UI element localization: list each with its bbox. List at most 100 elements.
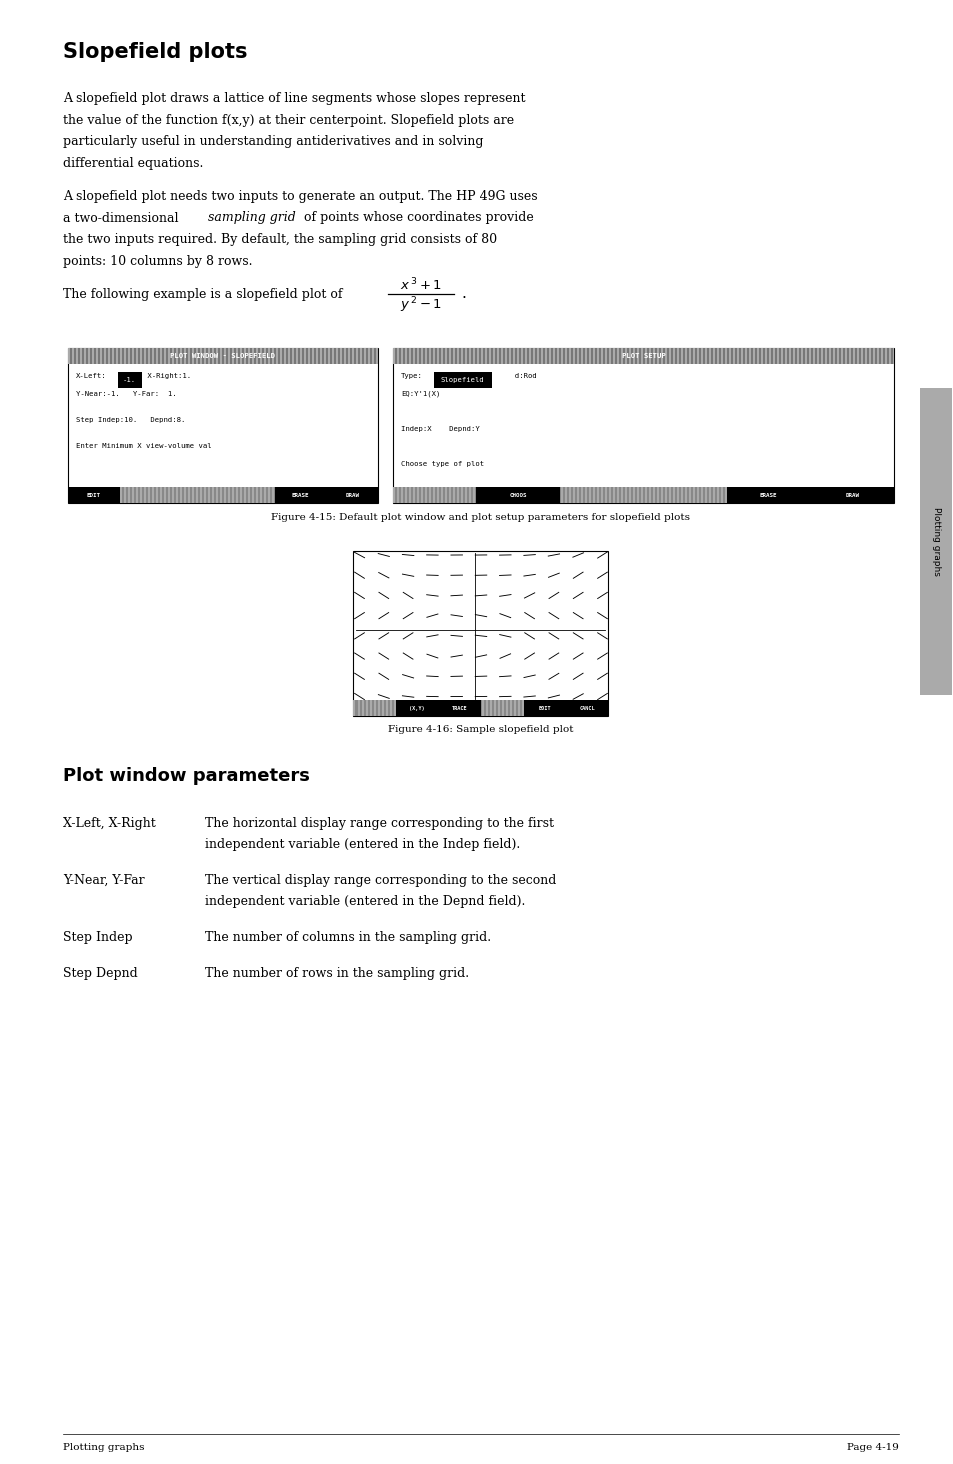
Bar [413, 348, 415, 365]
Bar [284, 348, 286, 365]
Bar [644, 488, 646, 504]
Bar [332, 488, 334, 504]
Bar [235, 348, 237, 365]
Bar [473, 488, 475, 504]
Bar [740, 348, 742, 365]
Bar [726, 488, 810, 504]
Bar [577, 488, 578, 504]
Bar [441, 700, 443, 716]
Bar [480, 488, 482, 504]
Bar [564, 348, 566, 365]
Bar [444, 348, 447, 365]
Bar [737, 488, 739, 504]
Bar [168, 348, 170, 365]
Bar [299, 488, 302, 504]
Bar [477, 700, 479, 716]
Bar [513, 488, 515, 504]
Bar [480, 348, 482, 365]
Bar [405, 348, 407, 365]
Bar [355, 488, 357, 504]
Bar [424, 348, 427, 365]
Bar [544, 348, 546, 365]
Text: X-Right:1.: X-Right:1. [143, 373, 191, 379]
Bar [485, 700, 487, 716]
Bar [152, 348, 153, 365]
Bar [880, 488, 882, 504]
Bar [104, 348, 106, 365]
Bar [648, 488, 650, 504]
Bar [315, 488, 317, 504]
Bar [476, 348, 478, 365]
Bar [677, 488, 679, 504]
Bar [677, 348, 679, 365]
Bar [768, 348, 770, 365]
Bar [537, 348, 538, 365]
Bar [352, 488, 354, 504]
Bar [597, 348, 598, 365]
Bar [476, 488, 559, 504]
Bar [672, 348, 675, 365]
Bar [884, 488, 886, 504]
Bar [436, 348, 438, 365]
Bar [132, 488, 133, 504]
Bar [768, 488, 770, 504]
Bar [844, 348, 846, 365]
Bar [71, 488, 74, 504]
Bar [732, 488, 734, 504]
Bar [565, 700, 608, 716]
Bar [757, 348, 759, 365]
Bar [284, 488, 286, 504]
Bar [613, 348, 615, 365]
Bar [633, 488, 635, 504]
Bar [577, 700, 578, 716]
Bar [657, 348, 659, 365]
Bar [396, 488, 398, 504]
Bar [525, 700, 527, 716]
Bar [68, 488, 119, 504]
Bar [220, 348, 222, 365]
Bar [573, 348, 575, 365]
Bar [405, 700, 407, 716]
Bar [124, 488, 126, 504]
Bar [517, 488, 518, 504]
Bar [96, 348, 98, 365]
Bar [828, 488, 830, 504]
Bar [453, 348, 455, 365]
Bar [888, 348, 890, 365]
Bar [355, 348, 357, 365]
Bar [348, 488, 350, 504]
Bar [856, 488, 858, 504]
Bar [248, 348, 250, 365]
Bar [781, 348, 782, 365]
Bar [584, 488, 586, 504]
Bar [521, 700, 523, 716]
Bar [335, 488, 337, 504]
Bar [449, 348, 451, 365]
Bar [541, 700, 543, 716]
Bar [708, 488, 710, 504]
Text: independent variable (entered in the Indep field).: independent variable (entered in the Ind… [205, 839, 519, 852]
Bar [195, 348, 198, 365]
Bar [160, 348, 162, 365]
Bar [416, 348, 418, 365]
Bar [752, 348, 754, 365]
Text: Type:: Type: [400, 373, 422, 379]
Bar [888, 488, 890, 504]
Bar [308, 348, 310, 365]
Bar [76, 348, 78, 365]
Bar [544, 488, 546, 504]
Bar [393, 348, 395, 365]
Text: X-Left, X-Right: X-Left, X-Right [63, 817, 155, 830]
Bar [413, 700, 416, 716]
Bar [880, 348, 882, 365]
Bar [776, 348, 779, 365]
Bar [624, 488, 626, 504]
Bar [640, 488, 642, 504]
Bar [476, 488, 478, 504]
Bar [275, 488, 277, 504]
Bar [252, 348, 253, 365]
Bar [657, 488, 659, 504]
Bar [848, 488, 850, 504]
Bar [664, 348, 666, 365]
Text: Slopefield plots: Slopefield plots [63, 42, 247, 61]
